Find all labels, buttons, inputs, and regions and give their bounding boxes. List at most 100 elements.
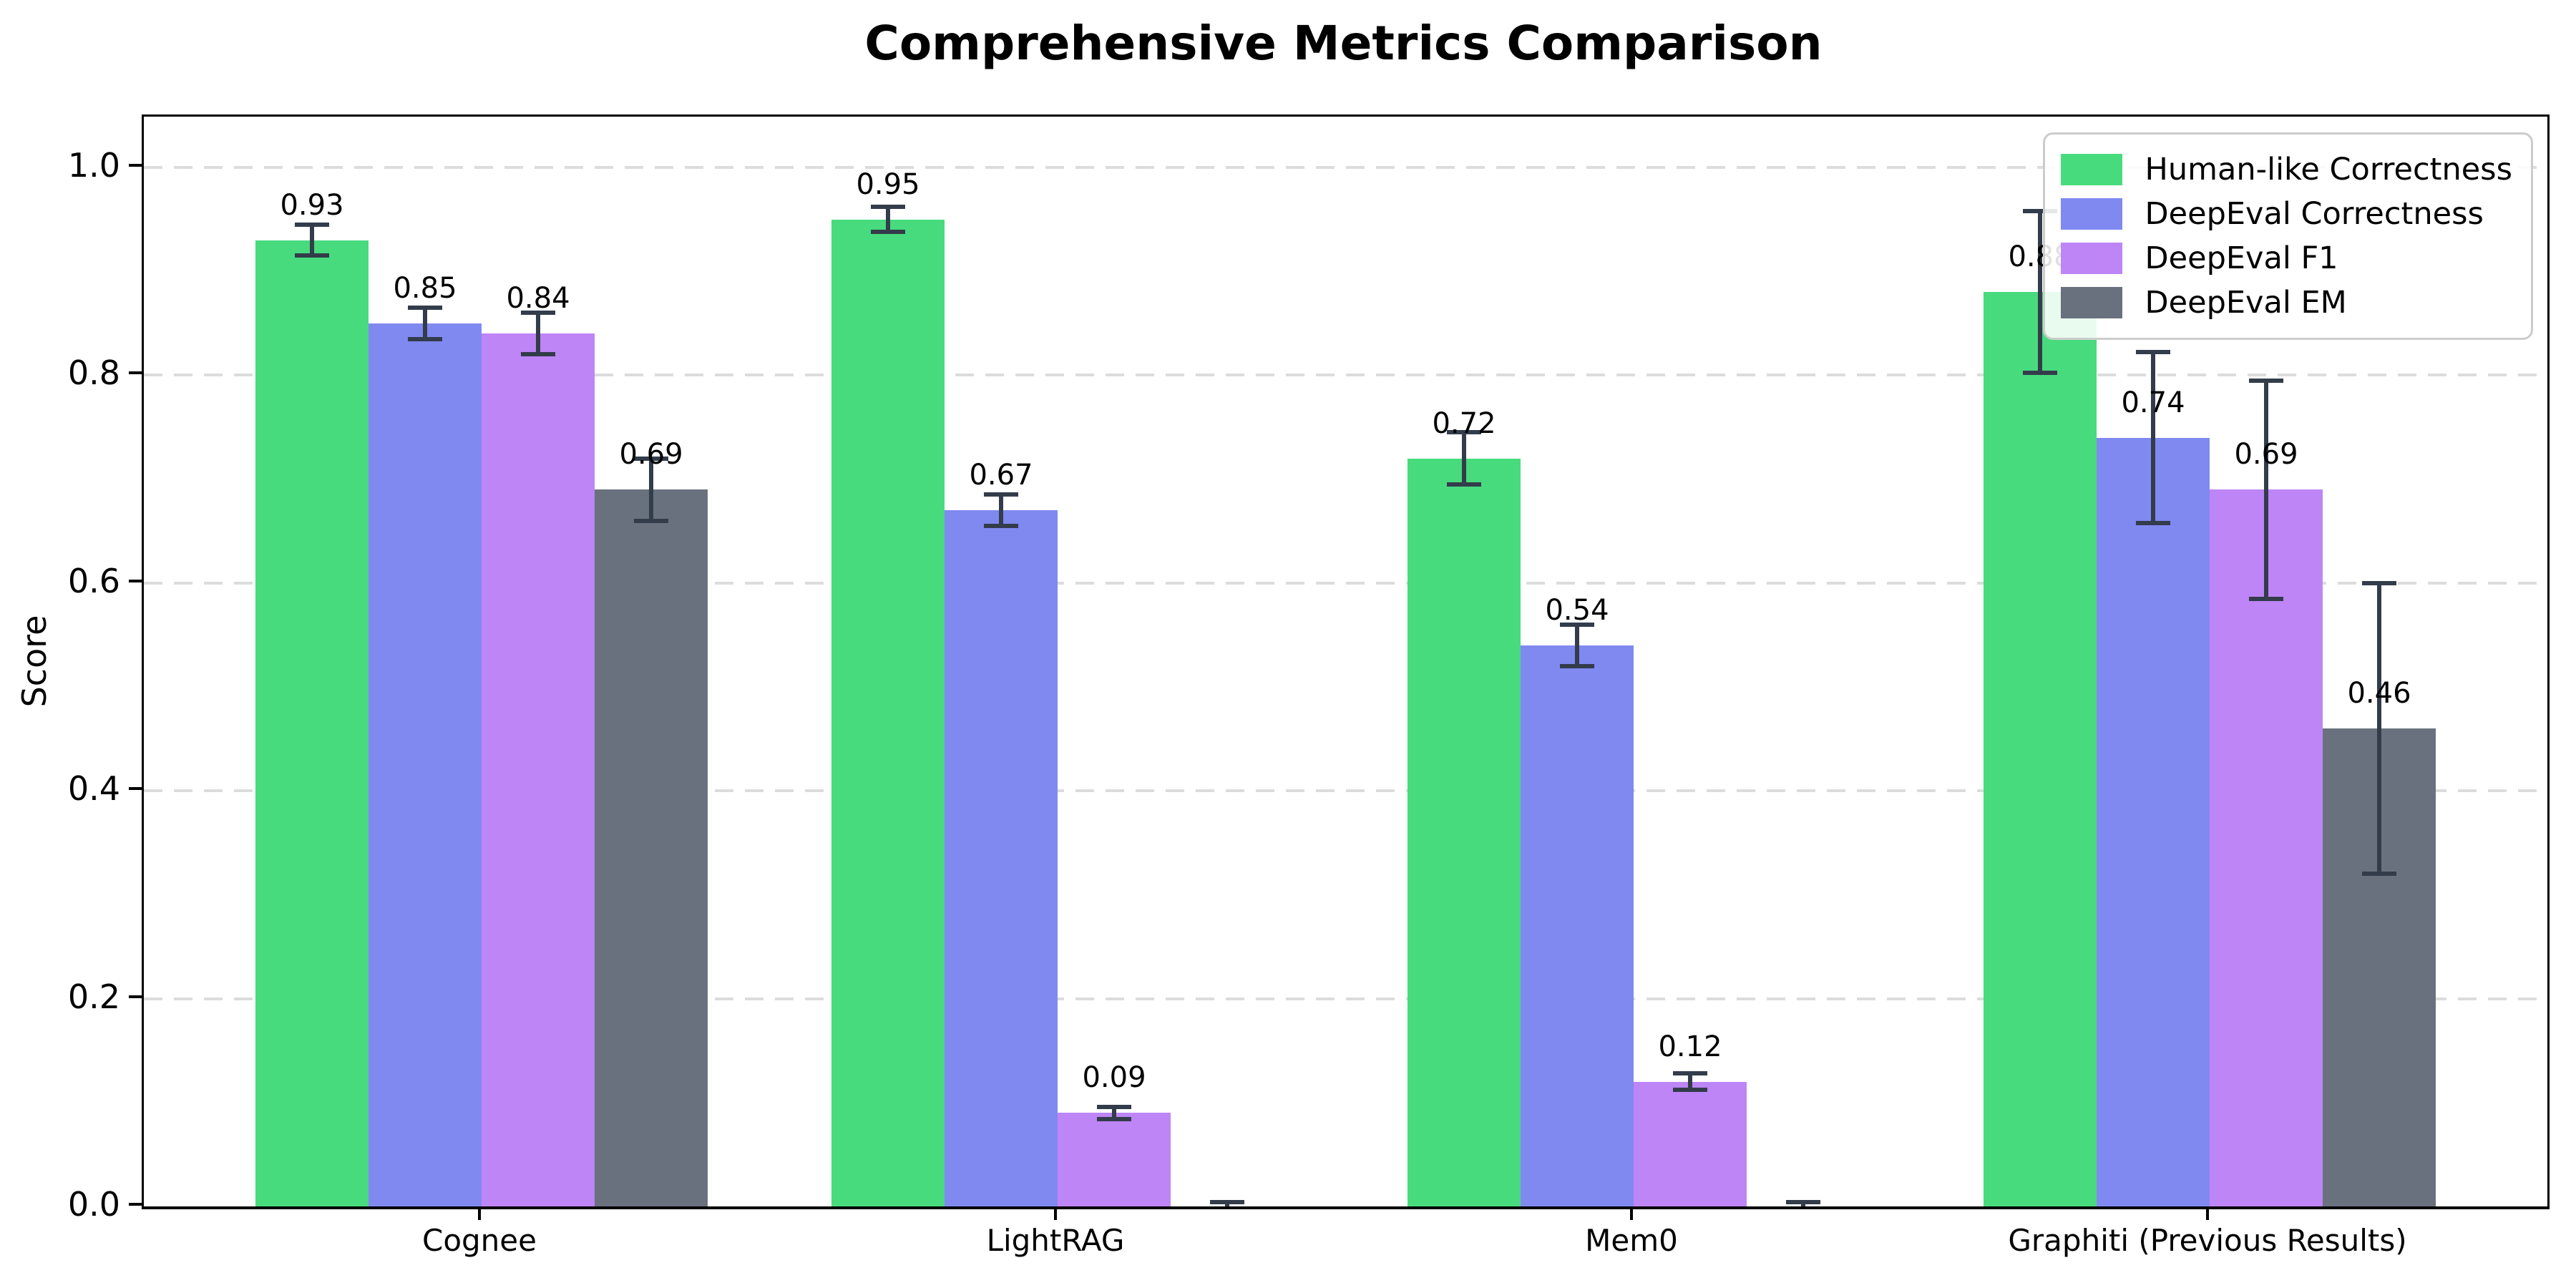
error-bar-cap <box>634 518 668 523</box>
error-bar-cap <box>1673 1088 1707 1093</box>
error-bar-cap <box>2362 872 2396 877</box>
error-bar-cap <box>1447 430 1481 435</box>
error-bar-cap <box>2249 378 2283 383</box>
bar-value-label: 0.74 <box>2121 386 2185 419</box>
y-tick-label: 0.0 <box>67 1185 120 1224</box>
legend-row: Human-like Correctness <box>2060 147 2512 192</box>
legend: Human-like Correctness DeepEval Correctne… <box>2042 132 2533 340</box>
error-bar-cap <box>1447 482 1481 487</box>
bar-human-like-correctness-lightrag <box>831 220 945 1206</box>
bar-value-label: 0.54 <box>1545 594 1609 627</box>
x-tick-mark <box>1054 1207 1057 1220</box>
gridline-y-0.6 <box>144 581 2547 585</box>
error-bar-cap <box>521 311 555 316</box>
error-bar-cap <box>1560 622 1594 627</box>
error-bar-cap <box>408 306 442 311</box>
y-tick-mark <box>129 995 142 998</box>
bar-value-label: 0.84 <box>506 282 570 315</box>
chart-title: Comprehensive Metrics Comparison <box>864 16 1823 71</box>
x-tick-mark <box>2206 1207 2209 1220</box>
bar-human-like-correctness-graphiti-previous-results- <box>1984 292 2097 1206</box>
bar-value-label: 0.12 <box>1658 1030 1722 1063</box>
y-tick-label: 0.8 <box>67 353 120 393</box>
plot-area: 0.93 0.95 0.72 0.88 0.85 0.67 0.54 0.74 0.84 0.09… <box>142 114 2550 1209</box>
error-bar-cap <box>2249 596 2283 601</box>
y-tick-mark <box>129 371 142 375</box>
error-bar <box>2151 352 2155 523</box>
y-tick-mark <box>129 164 142 167</box>
bar-value-label: 0.69 <box>2234 438 2298 471</box>
x-tick-mark <box>1630 1207 1633 1220</box>
error-bar <box>2377 582 2381 874</box>
error-bar-cap <box>1560 663 1594 668</box>
x-tick-label-graphiti-previous-results-: Graphiti (Previous Results) <box>2008 1223 2407 1258</box>
bar-value-label: 0.09 <box>1082 1061 1146 1094</box>
error-bar <box>310 224 314 256</box>
bar-value-label: 0.72 <box>1432 407 1496 440</box>
error-bar <box>1112 1106 1116 1120</box>
bar-value-label: 0.95 <box>856 168 920 201</box>
legend-swatch-deepeval-f1 <box>2060 243 2122 274</box>
error-bar-cap <box>2136 350 2170 355</box>
error-bar-cap <box>1097 1117 1131 1122</box>
bar-deepeval-f1-cognee <box>482 333 595 1206</box>
legend-swatch-human-like-correctness <box>2060 154 2122 185</box>
y-tick-label: 1.0 <box>67 146 120 185</box>
error-bar <box>423 308 427 339</box>
error-bar-cap <box>2023 371 2057 376</box>
legend-swatch-deepeval-em <box>2060 287 2122 318</box>
error-bar-cap <box>521 352 555 357</box>
bar-deepeval-f1-mem0 <box>1634 1082 1747 1206</box>
error-bar <box>2264 380 2268 599</box>
y-tick-label: 0.6 <box>67 561 120 600</box>
error-bar <box>649 458 653 521</box>
error-bar <box>2038 210 2042 374</box>
bar-value-label: 0.46 <box>2347 677 2411 710</box>
bar-deepeval-correctness-cognee <box>369 323 482 1206</box>
error-bar-cap <box>1786 1200 1820 1205</box>
bar-deepeval-f1-lightrag <box>1058 1113 1171 1206</box>
error-bar-cap <box>871 205 905 210</box>
x-tick-label-mem0: Mem0 <box>1585 1223 1678 1258</box>
error-bar-cap <box>634 456 668 461</box>
gridline-y-0.2 <box>144 997 2547 1000</box>
error-bar <box>536 313 540 355</box>
error-bar <box>999 494 1003 526</box>
error-bar-cap <box>984 492 1018 497</box>
error-bar-cap <box>2023 208 2057 213</box>
error-bar-cap <box>984 523 1018 528</box>
error-bar-cap <box>1673 1071 1707 1076</box>
error-bar-cap <box>1097 1104 1131 1109</box>
error-bar <box>1688 1073 1692 1091</box>
bar-value-label: 0.85 <box>393 272 457 305</box>
error-bar-cap <box>295 253 329 258</box>
bar-value-label: 0.69 <box>619 438 683 471</box>
legend-label: DeepEval EM <box>2145 285 2347 321</box>
bar-deepeval-correctness-mem0 <box>1521 645 1634 1206</box>
y-tick-mark <box>129 579 142 582</box>
y-tick-label: 0.4 <box>67 769 120 809</box>
x-tick-label-cognee: Cognee <box>422 1223 537 1258</box>
error-bar <box>1462 432 1466 484</box>
legend-label: Human-like Correctness <box>2145 152 2512 187</box>
bar-value-label: 0.93 <box>280 189 344 222</box>
legend-label: DeepEval Correctness <box>2145 196 2484 232</box>
error-bar <box>1575 624 1579 666</box>
y-tick-mark <box>129 1203 142 1206</box>
y-tick-mark <box>129 787 142 791</box>
x-tick-label-lightrag: LightRAG <box>986 1223 1125 1258</box>
error-bar-cap <box>295 222 329 227</box>
bar-human-like-correctness-mem0 <box>1407 459 1521 1206</box>
legend-row: DeepEval F1 <box>2060 236 2512 280</box>
legend-row: DeepEval Correctness <box>2060 192 2512 236</box>
bar-deepeval-em-cognee <box>595 489 708 1206</box>
error-bar-cap <box>2362 580 2396 585</box>
y-tick-label: 0.2 <box>67 977 120 1016</box>
bar-deepeval-correctness-lightrag <box>945 510 1058 1206</box>
gridline-y-1 <box>144 166 2547 169</box>
bar-deepeval-f1-graphiti-previous-results- <box>2210 489 2323 1206</box>
error-bar-cap <box>871 230 905 235</box>
gridline-y-0.4 <box>144 789 2547 793</box>
legend-swatch-deepeval-correctness <box>2060 198 2122 230</box>
